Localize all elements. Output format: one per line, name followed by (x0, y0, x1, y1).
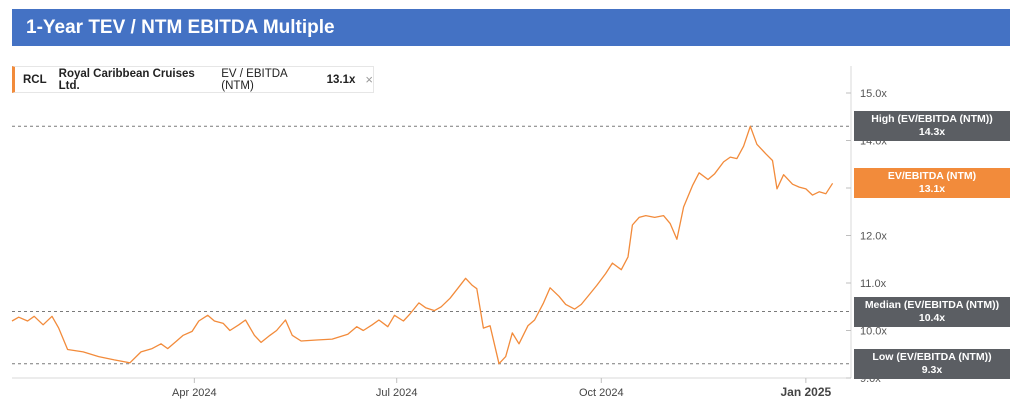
x-tick-label: Apr 2024 (172, 387, 217, 399)
reference-lines (12, 125, 851, 365)
y-tick-label: 15.0x (860, 88, 887, 100)
legend-ticker: RCL (23, 73, 47, 86)
series-line-rcl (11, 125, 834, 365)
y-tick-label: 12.0x (860, 231, 887, 243)
median-badge-label: Median (EV/EBITDA (NTM)) (864, 298, 1000, 311)
high-badge-label: High (EV/EBITDA (NTM)) (871, 113, 993, 126)
current-badge-value: 13.1x (918, 183, 946, 196)
legend-value: 13.1x (326, 73, 356, 86)
high-badge-value: 14.3x (918, 126, 946, 139)
current-badge: EV/EBITDA (NTM) 13.1x (854, 168, 1010, 199)
median-badge: Median (EV/EBITDA (NTM)) 10.4x (854, 296, 1010, 327)
current-badge-label: EV/EBITDA (NTM) (887, 170, 977, 183)
high-badge: High (EV/EBITDA (NTM)) 14.3x (854, 111, 1010, 142)
series-legend: RCL Royal Caribbean Cruises Ltd. EV / EB… (12, 66, 374, 93)
low-badge-value: 9.3x (921, 363, 943, 376)
low-badge: Low (EV/EBITDA (NTM)) 9.3x (854, 348, 1010, 379)
x-tick-label: Jul 2024 (376, 387, 418, 399)
x-tick-label: Jan 2025 (781, 385, 832, 399)
y-tick-label: 10.0x (860, 326, 887, 338)
x-tick-label: Oct 2024 (579, 387, 624, 399)
legend-company: Royal Caribbean Cruises Ltd. (58, 67, 195, 92)
low-badge-label: Low (EV/EBITDA (NTM)) (872, 350, 992, 363)
y-tick-label: 11.0x (860, 278, 887, 290)
legend-metric: EV / EBITDA (NTM) (221, 67, 288, 92)
x-axis-ticks: Apr 2024 Jul 2024 Oct 2024 Jan 2025 (172, 378, 832, 399)
close-icon[interactable]: × (365, 72, 373, 87)
median-badge-value: 10.4x (918, 311, 946, 324)
chart-title: 1-Year TEV / NTM EBITDA Multiple (12, 9, 1010, 46)
